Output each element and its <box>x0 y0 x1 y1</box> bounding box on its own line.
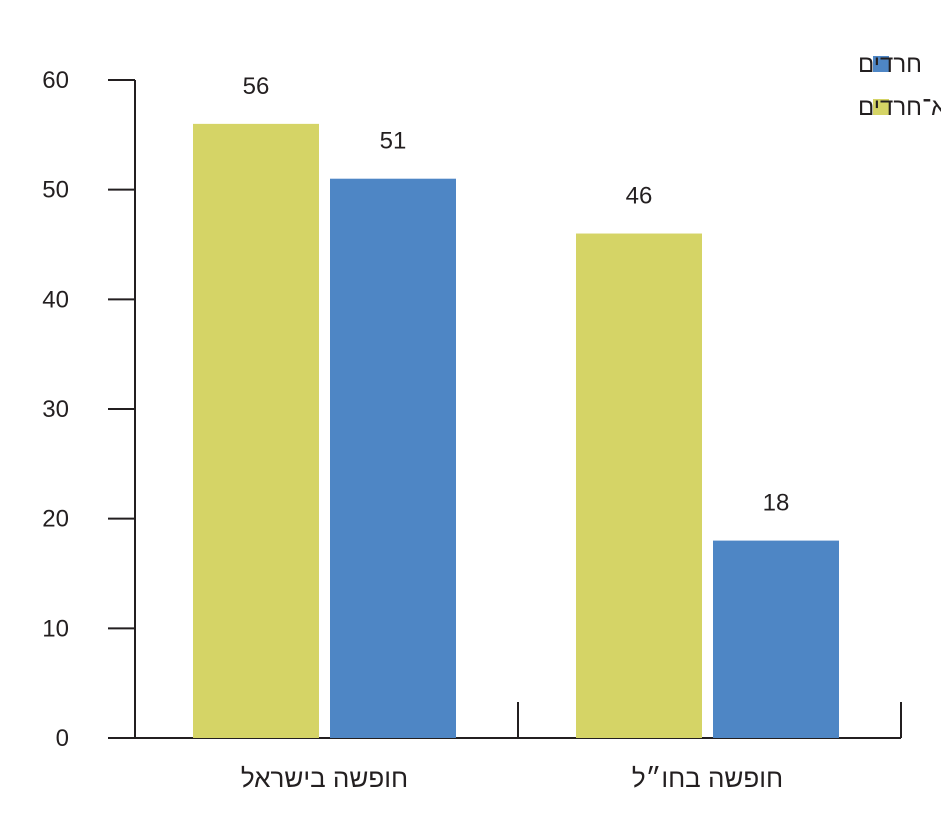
data-label: 51 <box>380 128 407 155</box>
category-labels: חופשה בישראל חופשה בחו״ל <box>241 763 783 793</box>
bar-series-0-cat-0 <box>193 123 319 738</box>
category-label: חופשה בישראל <box>241 763 408 793</box>
y-tick-label: 10 <box>42 615 69 642</box>
bar-series-1-cat-1 <box>713 540 839 738</box>
bar-series-1-cat-0 <box>330 178 456 738</box>
data-label: 18 <box>763 490 790 517</box>
y-tick-label: 20 <box>42 506 69 533</box>
data-label: 46 <box>626 183 653 210</box>
y-tick-label: 50 <box>42 177 69 204</box>
y-tick-label: 30 <box>42 396 69 423</box>
y-tick-label: 40 <box>42 286 69 313</box>
legend-swatch <box>873 56 889 72</box>
y-axis: 0 10 20 30 40 50 60 <box>42 67 136 752</box>
category-label: חופשה בחו״ל <box>632 763 783 793</box>
legend-swatch <box>873 99 889 115</box>
bars <box>193 123 839 739</box>
y-tick-label: 60 <box>42 67 69 94</box>
legend-label: יהודים לא־חרדים <box>858 94 941 121</box>
y-tick-label: 0 <box>56 725 69 752</box>
legend-label: חרדים <box>858 51 922 78</box>
legend: חרדים יהודים לא־חרדים <box>858 51 941 121</box>
data-label: 56 <box>243 73 270 100</box>
bar-series-0-cat-1 <box>576 233 702 739</box>
data-labels: 56 51 46 18 <box>243 73 790 517</box>
